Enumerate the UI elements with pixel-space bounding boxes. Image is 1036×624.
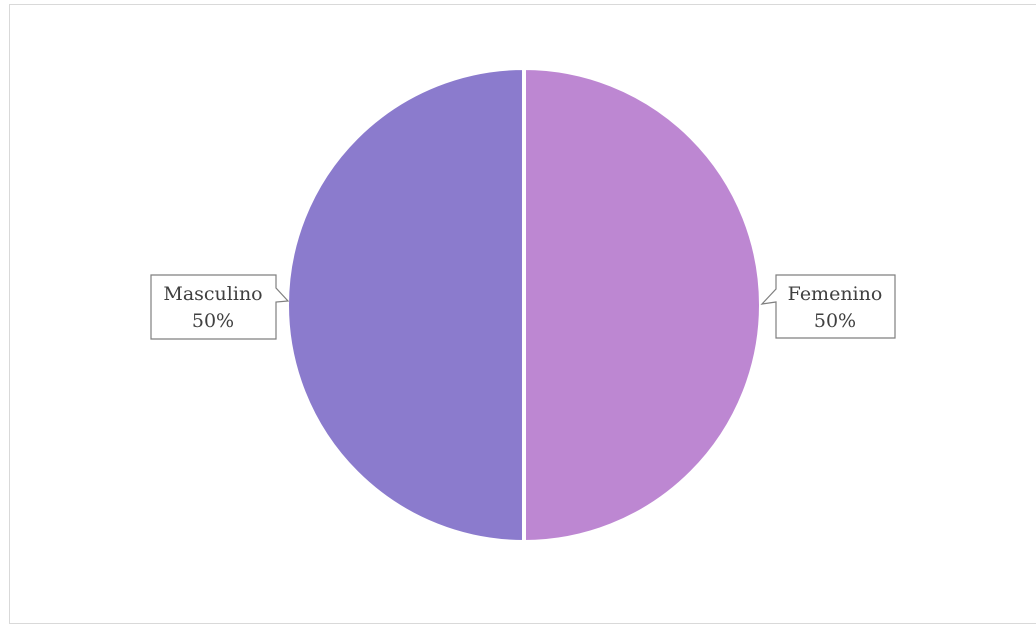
callout-label: Femenino xyxy=(788,283,883,305)
callout-percent: 50% xyxy=(192,310,234,332)
pie-slice-masculino xyxy=(285,66,526,544)
callout-masculino: Masculino 50% xyxy=(150,274,290,340)
pie-slices xyxy=(285,66,763,544)
callout-box xyxy=(760,274,896,339)
callout-femenino: Femenino 50% xyxy=(760,274,896,339)
callout-percent: 50% xyxy=(814,310,856,332)
callout-label: Masculino xyxy=(163,283,262,305)
pie-chart: Masculino 50% Femenino 50% xyxy=(150,66,896,544)
pie-slice-femenino xyxy=(522,66,763,544)
callout-box xyxy=(150,274,290,340)
